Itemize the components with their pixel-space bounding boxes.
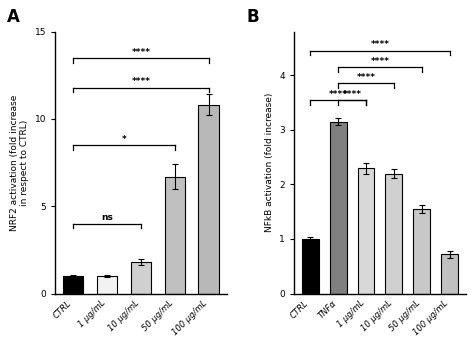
Bar [413, 209, 430, 294]
Text: ****: **** [343, 90, 362, 99]
Bar [164, 177, 185, 294]
Text: ****: **** [131, 77, 150, 86]
Bar [385, 174, 402, 294]
Text: ****: **** [328, 90, 347, 99]
Text: A: A [7, 8, 20, 27]
Text: B: B [246, 8, 259, 27]
Bar [358, 168, 374, 294]
Text: ns: ns [101, 214, 113, 223]
Text: ****: **** [370, 57, 390, 66]
Text: ****: **** [370, 40, 390, 49]
Text: ****: **** [356, 73, 375, 82]
Bar [330, 122, 346, 294]
Bar [302, 239, 319, 294]
Text: *: * [121, 135, 126, 144]
Bar [441, 254, 458, 294]
Text: ****: **** [131, 48, 150, 57]
Y-axis label: NRF2 activation (fold increase
in respect to CTRL): NRF2 activation (fold increase in respec… [9, 95, 29, 231]
Y-axis label: NFkB activation (fold increase): NFkB activation (fold increase) [265, 93, 274, 232]
Bar [97, 276, 117, 294]
Bar [131, 262, 151, 294]
Bar [199, 105, 219, 294]
Bar [63, 276, 83, 294]
